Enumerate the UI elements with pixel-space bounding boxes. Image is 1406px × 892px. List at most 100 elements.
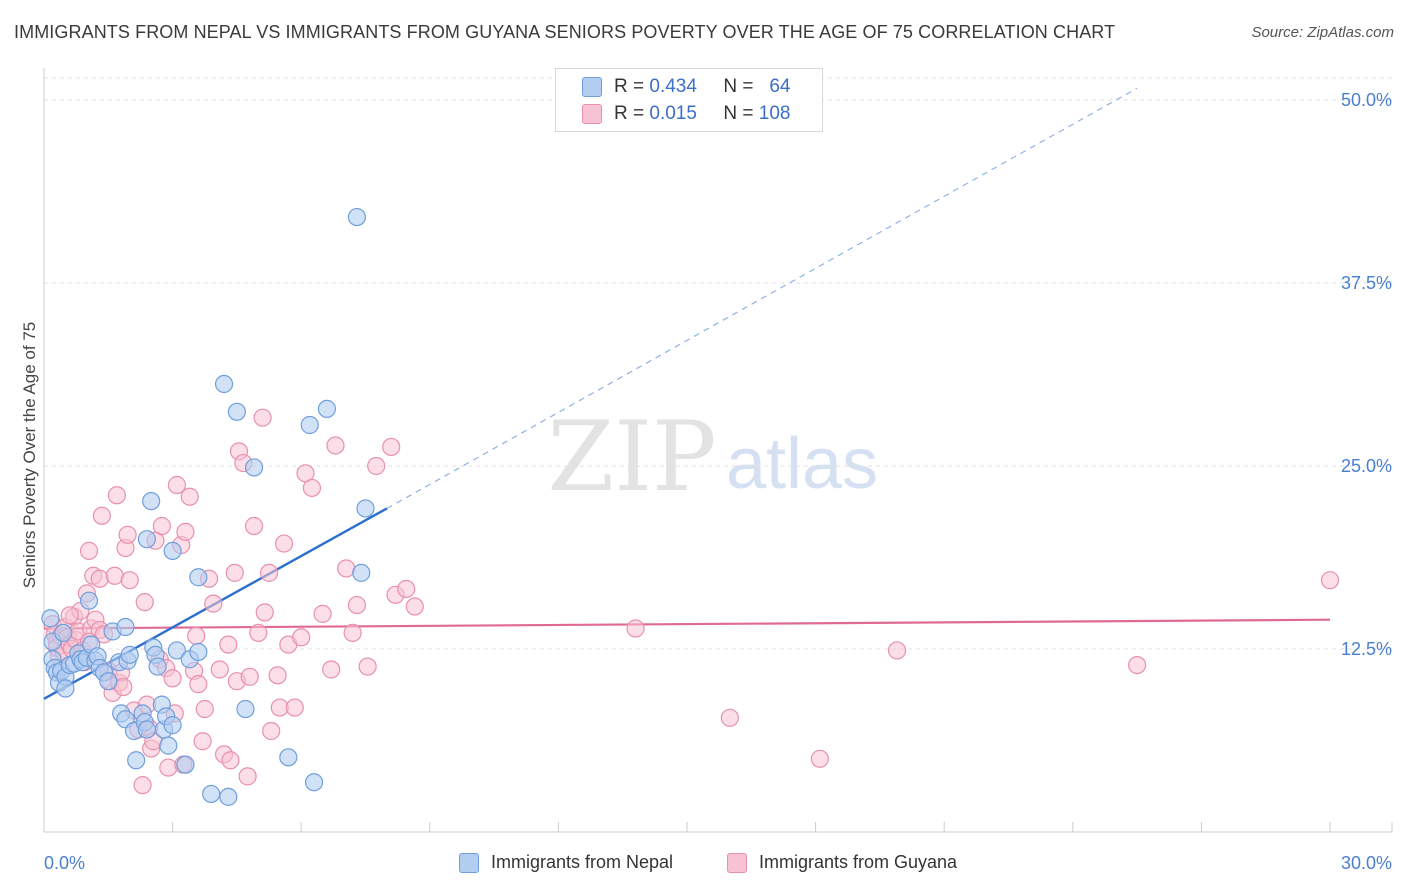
nepal-swatch (582, 77, 602, 97)
nepal-point (137, 530, 156, 549)
series-legend: Immigrants from Nepal Immigrants from Gu… (0, 852, 1406, 876)
legend-item-nepal[interactable]: Immigrants from Nepal (459, 852, 673, 873)
nepal-point (79, 591, 99, 610)
nepal-points (41, 207, 375, 806)
nepal-point (356, 499, 375, 518)
y-tick-label: 12.5% (1341, 639, 1392, 659)
guyana-point (204, 594, 223, 613)
guyana-point (120, 571, 139, 590)
watermark: ZIP atlas (547, 401, 878, 513)
nepal-point (347, 207, 367, 227)
guyana-point (219, 635, 238, 654)
guyana-point (90, 569, 109, 588)
guyana-point (347, 595, 367, 615)
guyana-swatch (582, 104, 602, 124)
guyana-point (133, 776, 152, 795)
nepal-point (163, 541, 182, 560)
nepal-r-value: 0.434 (649, 76, 697, 97)
nepal-point (56, 679, 75, 698)
guyana-point (79, 541, 99, 560)
guyana-point (259, 563, 279, 582)
stats-legend: R = 0.434 N = 64 R = 0.015 N = 108 (555, 68, 823, 132)
guyana-point (285, 698, 304, 717)
guyana-point (887, 641, 907, 660)
guyana-point (810, 749, 829, 768)
guyana-point (60, 606, 79, 625)
nepal-point (41, 609, 60, 628)
guyana-point (720, 708, 739, 727)
legend-row-guyana: R = 0.015 N = 108 (582, 102, 790, 126)
guyana-point (337, 559, 356, 578)
nepal-point (279, 748, 298, 767)
guyana-point (367, 456, 386, 476)
guyana-point (1127, 655, 1147, 675)
nepal-point (236, 699, 255, 719)
guyana-r-value: 0.015 (649, 103, 697, 124)
guyana-n-value: 108 (758, 103, 791, 124)
guyana-point (159, 758, 178, 777)
nepal-point (159, 736, 178, 755)
watermark-zip: ZIP (547, 401, 716, 513)
x-tick-label-max: 30.0% (1341, 853, 1392, 873)
guyana-point (274, 534, 294, 553)
guyana-point (240, 667, 259, 686)
guyana-point (292, 628, 311, 647)
source-credit: Source: ZipAtlas.com (1251, 24, 1394, 41)
guyana-point (176, 522, 195, 541)
guyana-point (249, 623, 268, 642)
guyana-legend-swatch (727, 852, 747, 873)
nepal-legend-swatch (459, 852, 479, 873)
guyana-point (107, 486, 126, 505)
watermark-atlas: atlas (726, 424, 878, 504)
grid (44, 77, 1392, 650)
guyana-point (167, 475, 186, 495)
nepal-point (189, 568, 208, 587)
nepal-point (300, 415, 319, 435)
guyana-point (326, 436, 345, 455)
guyana-point (225, 563, 244, 582)
tick-labels: 12.5% 25.0% 37.5% 50.0% 0.0% 30.0% (44, 90, 1392, 873)
guyana-point (244, 516, 264, 536)
guyana-trend-line (43, 618, 1331, 630)
chart-title: IMMIGRANTS FROM NEPAL VS IMMIGRANTS FROM… (14, 22, 1116, 42)
guyana-point (322, 660, 341, 679)
nepal-legend-label: Immigrants from Nepal (491, 852, 674, 872)
nepal-point (167, 641, 186, 660)
guyana-point (135, 593, 154, 612)
n-label: N = (723, 103, 754, 124)
guyana-legend-label: Immigrants from Guyana (759, 852, 958, 872)
nepal-point (127, 751, 146, 770)
nepal-point (142, 492, 161, 511)
r-label: R = (614, 103, 645, 124)
trend-lines (43, 87, 1331, 700)
y-tick-label: 50.0% (1341, 90, 1392, 110)
guyana-point (152, 516, 171, 536)
guyana-point (238, 767, 257, 786)
guyana-point (302, 478, 322, 498)
nepal-point (148, 657, 167, 676)
guyana-point (193, 732, 212, 751)
guyana-point (253, 408, 272, 427)
nepal-point (163, 716, 182, 735)
guyana-point (343, 623, 362, 642)
nepal-point (227, 402, 246, 421)
guyana-point (382, 437, 401, 457)
y-axis-label: Seniors Poverty Over the Age of 75 (20, 322, 39, 588)
guyana-point (180, 487, 199, 506)
nepal-point (304, 773, 324, 792)
guyana-point (262, 721, 281, 741)
guyana-point (1320, 571, 1340, 590)
r-label: R = (614, 76, 645, 97)
guyana-point (163, 669, 182, 688)
legend-item-guyana[interactable]: Immigrants from Guyana (727, 852, 957, 873)
guyana-point (626, 619, 645, 638)
nepal-point (137, 720, 156, 739)
nepal-point (244, 458, 264, 477)
axes (43, 68, 1393, 833)
guyana-point (221, 751, 240, 770)
guyana-point (397, 579, 416, 599)
guyana-point (187, 626, 206, 645)
y-tick-label: 37.5% (1341, 273, 1392, 293)
x-tick-label-min: 0.0% (44, 853, 85, 873)
